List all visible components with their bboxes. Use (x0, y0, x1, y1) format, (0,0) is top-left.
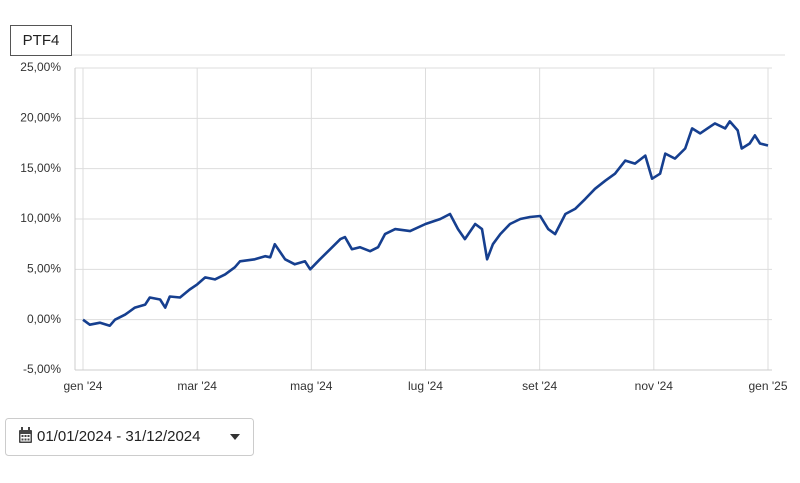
x-tick-label: nov '24 (635, 379, 674, 393)
x-tick-label: mag '24 (290, 379, 333, 393)
tab-box[interactable] (10, 25, 72, 56)
x-tick-label: gen '24 (63, 379, 102, 393)
x-tick-label: mar '24 (177, 379, 217, 393)
y-tick-label: 25,00% (20, 60, 61, 74)
y-tick-label: 5,00% (27, 262, 61, 276)
date-picker[interactable] (5, 418, 254, 456)
series-line (82, 120, 769, 327)
dropdown-caret (230, 434, 240, 440)
x-tick-label: set '24 (522, 379, 557, 393)
x-tick-label: lug '24 (408, 379, 443, 393)
y-tick-label: 10,00% (20, 211, 61, 225)
y-tick-label: 15,00% (20, 161, 61, 175)
y-tick-label: 0,00% (27, 312, 61, 326)
plot: -5,00% 0,00% 5,00% 10,00% 15,00% 20,00% 25,00%… (20, 60, 788, 393)
y-tick-label: -5,00% (23, 362, 61, 376)
tab-label[interactable]: PTF4 (23, 32, 60, 49)
calendar-icon (19, 427, 32, 443)
y-tick-label: 20,00% (20, 111, 61, 125)
x-tick-label: gen '25 (749, 379, 788, 393)
date-range[interactable]: 01/01/2024 - 31/12/2024 (37, 428, 200, 445)
